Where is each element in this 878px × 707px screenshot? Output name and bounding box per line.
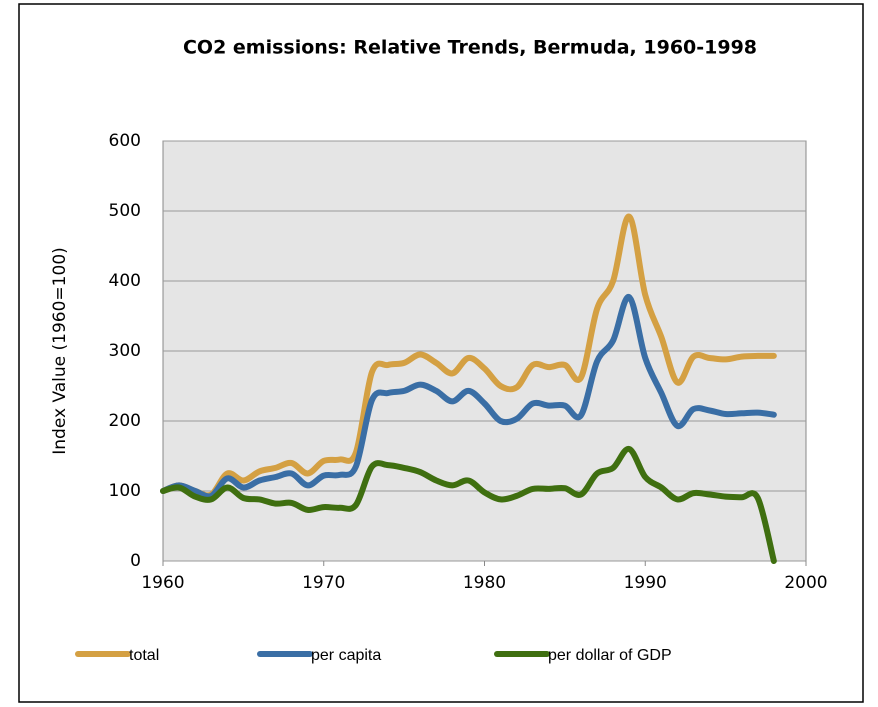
chart-title: CO2 emissions: Relative Trends, Bermuda,… (183, 37, 757, 59)
legend-label: per capita (311, 647, 381, 664)
y-tick-label: 300 (109, 341, 141, 361)
x-tick-label: 1990 (624, 573, 667, 593)
series-line (160, 446, 777, 564)
y-tick-label: 500 (109, 201, 141, 221)
x-tick-label: 1960 (141, 573, 184, 593)
y-axis-label: Index Value (1960=100) (50, 247, 70, 455)
y-tick-label: 200 (109, 411, 141, 431)
y-tick-label: 600 (109, 131, 141, 151)
x-tick-label: 1980 (463, 573, 506, 593)
y-tick-label: 100 (109, 481, 141, 501)
x-tick-label: 1970 (302, 573, 345, 593)
series-line (160, 213, 777, 499)
x-tick-label: 2000 (784, 573, 827, 593)
series-line (160, 294, 777, 500)
legend-label: per dollar of GDP (548, 647, 672, 664)
y-tick-label: 400 (109, 271, 141, 291)
y-tick-label: 0 (130, 551, 141, 571)
legend-label: total (129, 647, 159, 664)
